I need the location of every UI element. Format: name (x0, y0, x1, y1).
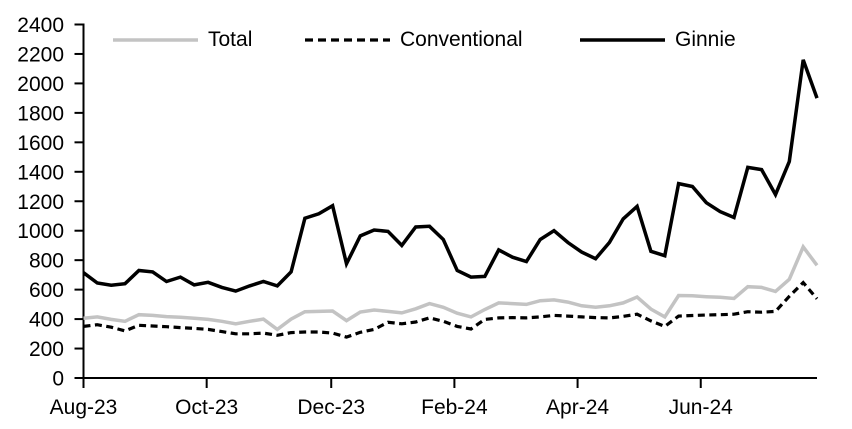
y-axis-tick-label: 1400 (17, 161, 64, 184)
x-axis-tick-label: Jun-24 (669, 396, 734, 419)
series-line-ginnie (82, 59, 819, 293)
y-axis-tick-label: 2200 (17, 43, 64, 66)
legend-label-total: Total (208, 28, 253, 51)
legend-item-ginnie: Ginnie (580, 28, 736, 51)
y-axis-tick-label: 2000 (17, 73, 64, 96)
y-axis-tick-label: 1800 (17, 102, 64, 125)
y-axis-tick-label: 1200 (17, 191, 64, 214)
chart-legend: Total Conventional Ginnie (0, 0, 852, 60)
series-line-total (83, 243, 819, 332)
series-line-conventional (83, 280, 819, 339)
y-axis-tick-label: 600 (29, 279, 64, 302)
legend-item-total: Total (113, 28, 253, 51)
legend-item-conventional: Conventional (305, 28, 523, 51)
y-axis-tick-label: 200 (29, 338, 64, 361)
ginnie-line-sample-icon (580, 38, 665, 42)
x-axis-tick-label: Oct-23 (175, 396, 238, 419)
y-axis-tick-label: 2400 (17, 14, 64, 37)
y-axis-tick-label: 0 (52, 368, 64, 391)
x-axis-tick-label: Apr-24 (546, 396, 609, 419)
legend-label-conventional: Conventional (400, 28, 523, 51)
y-axis-tick-label: 800 (29, 250, 64, 273)
legend-label-ginnie: Ginnie (675, 28, 736, 51)
y-axis-tick-label: 1000 (17, 220, 64, 243)
conventional-line-sample-icon (305, 38, 390, 42)
y-axis-tick-label: 400 (29, 309, 64, 332)
x-axis-tick-label: Dec-23 (297, 396, 365, 419)
y-axis-tick-label: 1600 (17, 132, 64, 155)
total-line-sample-icon (113, 38, 198, 42)
x-axis-tick-label: Feb-24 (421, 396, 488, 419)
x-axis-tick-label: Aug-23 (50, 396, 118, 419)
